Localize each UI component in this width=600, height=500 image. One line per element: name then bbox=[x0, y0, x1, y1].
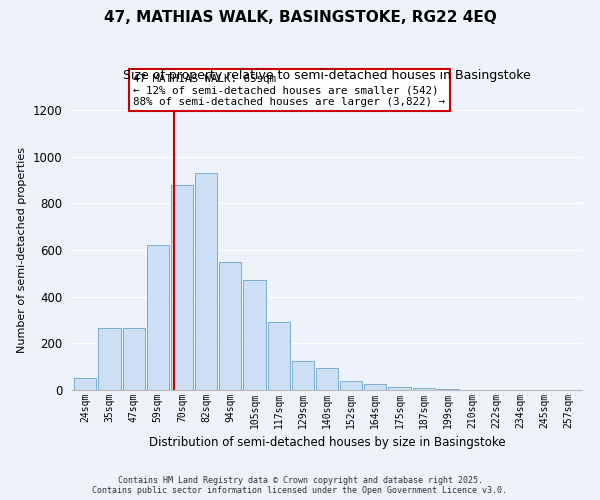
Bar bbox=[316, 368, 338, 390]
Bar bbox=[292, 361, 314, 390]
Bar bbox=[171, 184, 193, 390]
Text: 47, MATHIAS WALK, BASINGSTOKE, RG22 4EQ: 47, MATHIAS WALK, BASINGSTOKE, RG22 4EQ bbox=[104, 10, 496, 25]
Bar bbox=[122, 328, 145, 390]
Y-axis label: Number of semi-detached properties: Number of semi-detached properties bbox=[17, 147, 27, 353]
Bar bbox=[364, 384, 386, 390]
Bar bbox=[98, 328, 121, 390]
Bar bbox=[413, 388, 435, 390]
Title: Size of property relative to semi-detached houses in Basingstoke: Size of property relative to semi-detach… bbox=[123, 70, 531, 82]
Bar bbox=[244, 280, 266, 390]
Bar bbox=[219, 262, 241, 390]
Bar bbox=[195, 173, 217, 390]
Bar bbox=[146, 246, 169, 390]
Text: Contains HM Land Registry data © Crown copyright and database right 2025.
Contai: Contains HM Land Registry data © Crown c… bbox=[92, 476, 508, 495]
Bar bbox=[340, 382, 362, 390]
Bar bbox=[74, 378, 97, 390]
Bar bbox=[437, 389, 459, 390]
X-axis label: Distribution of semi-detached houses by size in Basingstoke: Distribution of semi-detached houses by … bbox=[149, 436, 505, 450]
Text: 47 MATHIAS WALK: 65sqm
← 12% of semi-detached houses are smaller (542)
88% of se: 47 MATHIAS WALK: 65sqm ← 12% of semi-det… bbox=[133, 74, 445, 107]
Bar bbox=[268, 322, 290, 390]
Bar bbox=[388, 386, 410, 390]
